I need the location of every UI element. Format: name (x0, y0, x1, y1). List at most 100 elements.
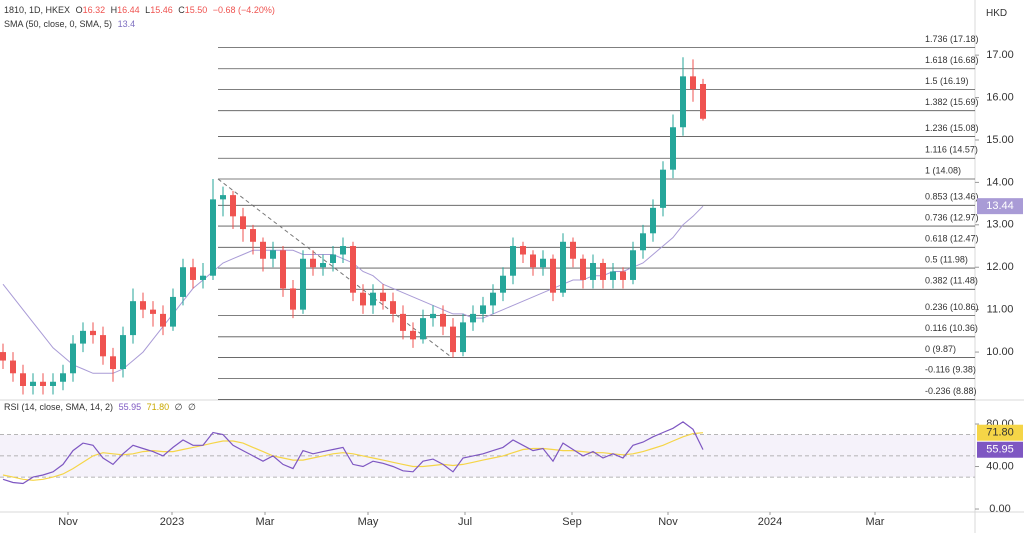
candle-body (300, 258, 306, 310)
candle-body (130, 301, 136, 336)
candle-body (570, 241, 576, 259)
x-tick-label: Mar (256, 516, 275, 528)
candle-body (510, 246, 516, 276)
candle-body (170, 296, 176, 327)
x-tick-label: 2023 (160, 516, 184, 528)
rsi-ma-line (2, 432, 704, 481)
candle-body (440, 313, 446, 327)
fib-label: 0.5 (11.98) (925, 254, 968, 264)
fib-label: 0.853 (13.46) (925, 192, 979, 202)
candle-body (600, 262, 606, 280)
candle-body (340, 246, 346, 255)
y-tick-label: 0.00 (989, 503, 1010, 515)
candle-body (270, 250, 276, 259)
candle-body (460, 322, 466, 353)
x-tick-label: Sep (562, 516, 582, 528)
candle-body (490, 292, 496, 306)
y-tick-label: 10.00 (986, 346, 1014, 358)
candle-body (470, 313, 476, 323)
candle-body (350, 246, 356, 293)
rsi-legend: RSI (14, close, SMA, 14, 2) 55.95 71.80 … (4, 402, 199, 413)
sma-value: 13.4 (117, 19, 136, 29)
candle-body (650, 207, 656, 234)
candle-body (590, 262, 596, 280)
rsi-extra: ∅ (188, 402, 196, 412)
x-tick-label: 2024 (758, 516, 782, 528)
ohlc-value: 16.44 (117, 5, 140, 15)
candle-body (240, 216, 246, 230)
fib-label: 0.116 (10.36) (925, 323, 978, 333)
candle-body (550, 258, 556, 293)
rsi-extra: ∅ (174, 402, 183, 412)
candle-body (50, 381, 56, 387)
candle-body (310, 258, 316, 268)
price-legend: 1810, 1D, HKEX O16.32 H16.44 L15.46 C15.… (4, 5, 278, 15)
currency: HKD (986, 8, 1008, 19)
candle-body (530, 254, 536, 268)
candle-body (620, 271, 626, 280)
fib-label: 0 (9.87) (925, 344, 956, 354)
fib-label: 0.236 (10.86) (925, 302, 979, 312)
candle-body (640, 233, 646, 251)
y-tick-label: 12.00 (986, 261, 1014, 273)
candle-body (430, 313, 436, 319)
candle-body (450, 326, 456, 353)
candle-body (20, 373, 26, 387)
ohlc-value: 16.32 (82, 5, 106, 15)
rsi-ma-value: 71.80 (146, 402, 170, 412)
candle-body (380, 292, 386, 302)
candle-body (670, 127, 676, 170)
fib-label: 1.5 (16.19) (925, 76, 969, 86)
y-tick-label: 40.00 (986, 460, 1014, 472)
candle-body (690, 76, 696, 90)
candle-body (10, 360, 16, 374)
candle-body (420, 318, 426, 340)
candle-body (90, 330, 96, 336)
ohlc-value: 15.46 (150, 5, 173, 15)
candle-body (110, 356, 116, 370)
rsi-ma-label-box (977, 424, 1023, 441)
candle-body (150, 309, 156, 314)
sma-name: SMA (50, close, 0, SMA, 5) (4, 19, 113, 29)
candle-body (680, 76, 686, 128)
price-label: 13.44 (986, 200, 1014, 212)
candle-body (220, 195, 226, 200)
y-tick-label: 16.00 (986, 91, 1014, 103)
ohlc-key: H (110, 5, 118, 15)
candle-body (700, 83, 706, 119)
x-tick-label: Nov (58, 516, 78, 528)
candle-body (100, 335, 106, 357)
candle-body (540, 258, 546, 268)
candle-body (610, 271, 616, 280)
candle-body (190, 267, 196, 280)
candle-body (320, 262, 326, 268)
fib-label: 1.382 (15.69) (925, 97, 979, 107)
candle-body (230, 195, 236, 217)
candle-body (140, 301, 146, 310)
fib-label: 0.382 (11.48) (925, 276, 978, 286)
ohlc-key: O (75, 5, 83, 15)
candle-body (280, 250, 286, 289)
rsi-label: 55.95 (986, 444, 1014, 456)
candle-body (480, 305, 486, 314)
fib-label: 1 (14.08) (925, 165, 961, 175)
x-tick-label: Mar (866, 516, 885, 528)
x-tick-label: Jul (458, 516, 472, 528)
y-tick-label: 11.00 (987, 304, 1014, 316)
sma-legend: SMA (50, close, 0, SMA, 5) 13.4 (4, 19, 138, 29)
fib-label: 0.736 (12.97) (925, 212, 979, 222)
candle-body (500, 275, 506, 293)
fib-label: -0.116 (9.38) (925, 365, 976, 375)
candle-body (360, 292, 366, 306)
candle-body (0, 352, 6, 361)
y-tick-label: 15.00 (986, 134, 1014, 146)
candle-body (260, 241, 266, 259)
candle-body (160, 313, 166, 327)
ohlc-key: C (178, 5, 185, 15)
symbol: 1810, 1D, HKEX (4, 5, 71, 15)
candle-body (200, 275, 206, 280)
candle-body (410, 330, 416, 340)
fib-label: 1.618 (16.68) (925, 55, 979, 65)
